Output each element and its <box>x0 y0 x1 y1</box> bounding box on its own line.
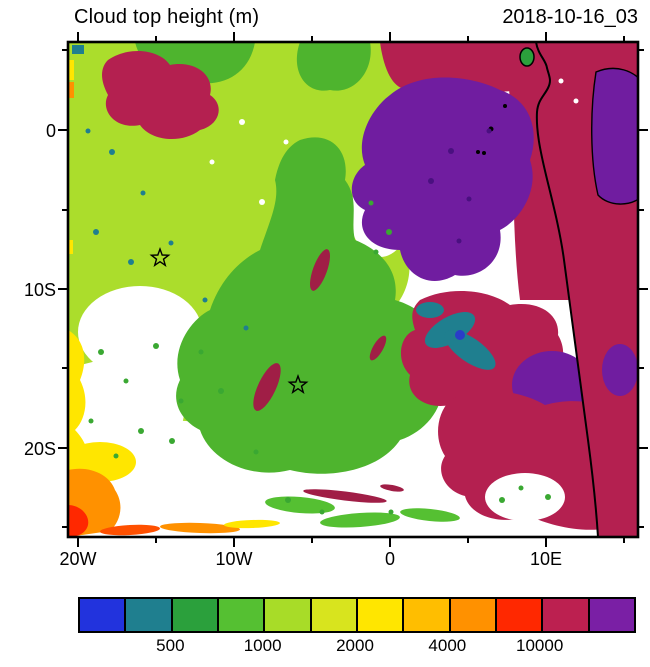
x-tick-10e: 10E <box>529 549 563 569</box>
y-tick-0: 0 <box>45 121 56 141</box>
black-dot <box>482 151 486 155</box>
axis-ticks <box>58 32 648 547</box>
star-marker-2 <box>287 373 309 394</box>
colorbar-segment <box>448 599 495 631</box>
region-warm-west <box>68 60 280 537</box>
region-crimson-northwest <box>102 50 219 140</box>
speckles-green <box>88 200 551 515</box>
region-purple-main <box>351 77 534 281</box>
crimson-slivers <box>253 249 404 503</box>
speckles-dark-purple <box>428 128 492 244</box>
green-streaks <box>265 496 460 528</box>
speckles-white <box>209 78 579 205</box>
colorbar-segment <box>170 599 217 631</box>
colorbar-segment <box>587 599 634 631</box>
colorbar-segment <box>541 599 588 631</box>
star-marker-1 <box>149 246 171 267</box>
gulf-islands <box>476 104 507 154</box>
colorbar-segment <box>402 599 449 631</box>
region-green-top-2 <box>296 42 371 91</box>
colorbar-segment <box>80 599 125 631</box>
bioko-island <box>519 47 535 67</box>
cloud-top-field <box>68 42 638 537</box>
colorbar-segment <box>309 599 356 631</box>
x-tick-20w: 20W <box>59 549 97 569</box>
region-teal <box>416 302 496 370</box>
speckles-teal <box>72 45 249 331</box>
colorbar-tick-label: 10000 <box>516 636 564 655</box>
chart-date: 2018-10-16_03 <box>502 6 638 28</box>
colorbar <box>78 597 636 633</box>
region-green-main <box>176 137 443 474</box>
colorbar-segment <box>216 599 264 631</box>
colorbar-segment <box>494 599 542 631</box>
colorbar-segment <box>263 599 310 631</box>
y-tick-20s: 20S <box>23 439 56 459</box>
colorbar-segment <box>124 599 171 631</box>
y-tick-10s: 10S <box>23 280 56 300</box>
colorbar-segment <box>355 599 403 631</box>
colorbar-tick-label: 1000 <box>243 636 282 655</box>
land-purple-patch <box>591 67 638 205</box>
chart-title: Cloud top height (m) <box>74 6 260 28</box>
x-tick-0: 0 <box>384 549 395 569</box>
colorbar-tick-label: 4000 <box>428 636 467 655</box>
land-purple-south-patch <box>602 344 638 396</box>
x-tick-10w: 10W <box>215 549 253 569</box>
colorbar-labels: 500 1000 2000 4000 10000 <box>78 636 632 660</box>
colorbar-tick-label: 2000 <box>336 636 374 655</box>
colorbar-tick-label: 500 <box>156 636 185 655</box>
